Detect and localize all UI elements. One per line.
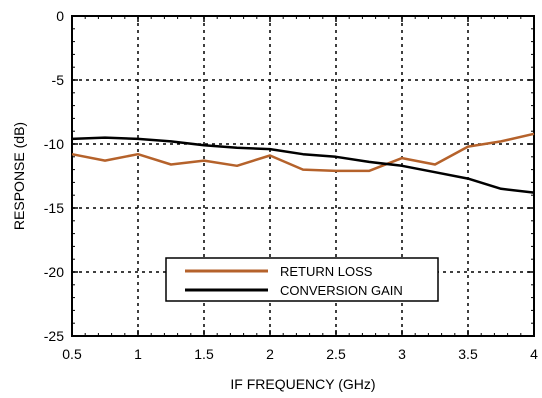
y-tick-label: -15 (44, 200, 64, 216)
y-tick-label: -10 (44, 136, 64, 152)
y-tick-label: 0 (56, 8, 64, 24)
legend-box (165, 257, 439, 302)
axis-layer: 0.5 1 1.5 2 2.5 3 3.5 4 0 -5 -10 -15 -20 -25 (44, 8, 538, 362)
legend-label-return-loss: RETURN LOSS (280, 264, 373, 279)
y-tick-label: -20 (44, 264, 64, 280)
series-line-return-loss (71, 132, 535, 173)
x-axis-label: IF FREQUENCY (GHz) (230, 376, 375, 392)
legend-label-conversion-gain: CONVERSION GAIN (280, 283, 403, 298)
series-layer (71, 132, 535, 194)
x-tick-label: 2 (266, 346, 274, 362)
x-tick-label: 2.5 (326, 346, 346, 362)
plot-frame (71, 15, 535, 337)
y-tick-label: -25 (44, 328, 64, 344)
y-axis-label: RESPONSE (dB) (11, 122, 27, 230)
legend: RETURN LOSS CONVERSION GAIN (165, 257, 439, 302)
x-tick-label: 3.5 (458, 346, 478, 362)
x-tick-label: 0.5 (62, 346, 82, 362)
series-line-conversion-gain (71, 136, 535, 194)
y-tick-label: -5 (52, 72, 65, 88)
x-tick-label: 1 (134, 346, 142, 362)
x-tick-label: 1.5 (194, 346, 214, 362)
x-tick-label: 3 (398, 346, 406, 362)
x-tick-label: 4 (530, 346, 538, 362)
